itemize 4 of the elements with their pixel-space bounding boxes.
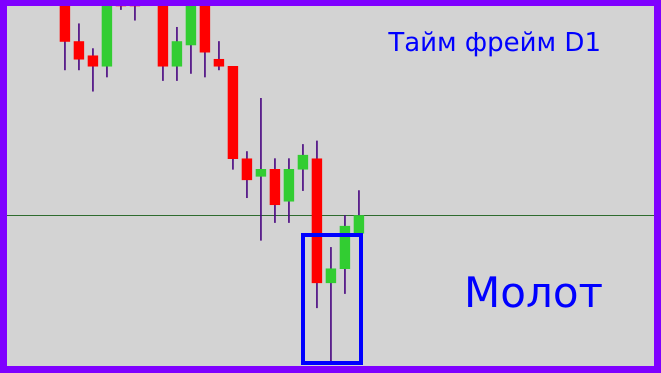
text: Тайм фрейм D1 <box>388 28 601 58</box>
text: Молот <box>464 268 603 317</box>
candlestick <box>326 247 336 361</box>
candlestick <box>256 98 266 241</box>
